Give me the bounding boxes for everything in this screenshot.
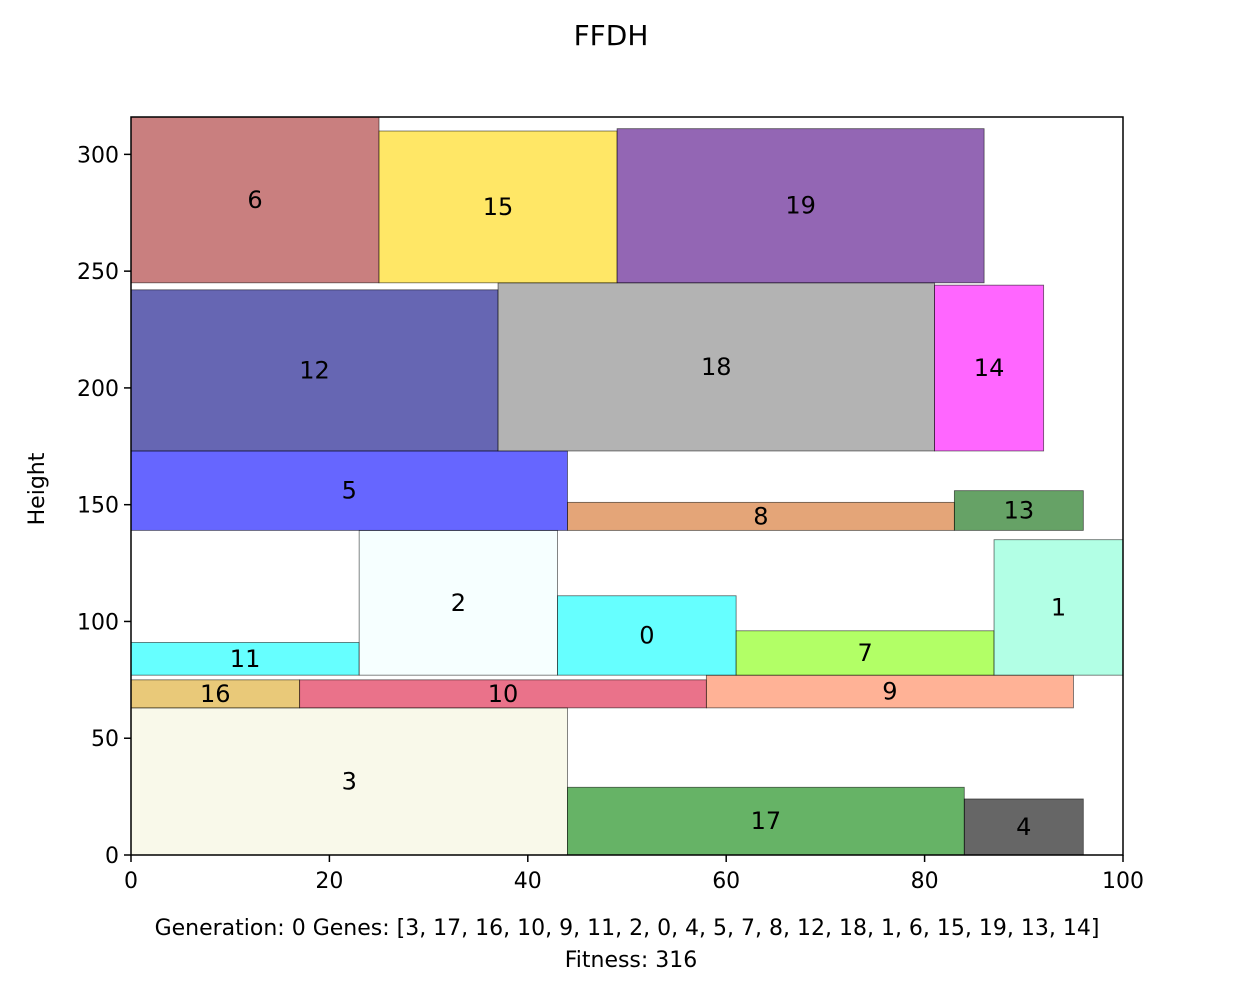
rect-label-0: 0 (639, 621, 654, 649)
caption-fitness: Fitness: 316 (565, 948, 698, 973)
rect-15 (378, 130, 618, 284)
packed-rectangles (130, 116, 1124, 856)
rect-10 (299, 679, 707, 709)
x-tick-label: 80 (911, 869, 939, 894)
rect-8 (567, 501, 955, 531)
rect-5 (130, 450, 568, 531)
rect-label-15: 15 (483, 193, 514, 221)
rect-label-2: 2 (451, 589, 466, 617)
x-tick-label: 60 (712, 869, 740, 894)
rect-6 (130, 116, 380, 284)
rect-17 (567, 786, 965, 856)
caption-genes: Generation: 0 Genes: [3, 17, 16, 10, 9, … (155, 916, 1100, 941)
x-tick-label: 40 (514, 869, 542, 894)
y-tick-label: 150 (77, 494, 119, 519)
rect-13 (953, 490, 1084, 531)
y-tick-label: 50 (91, 727, 119, 752)
y-axis-label: Height (25, 452, 50, 525)
rect-label-6: 6 (247, 186, 262, 214)
rect-7 (735, 630, 995, 676)
rect-label-17: 17 (751, 807, 782, 835)
y-tick-label: 300 (77, 143, 119, 168)
rect-label-13: 13 (1004, 497, 1035, 525)
rect-label-7: 7 (857, 639, 872, 667)
rect-14 (934, 284, 1045, 452)
y-tick-label: 100 (77, 610, 119, 635)
rect-label-3: 3 (342, 767, 357, 795)
rect-11 (130, 642, 360, 676)
x-tick-label: 20 (315, 869, 343, 894)
plot-frame (130, 116, 1124, 856)
rect-label-16: 16 (200, 680, 231, 708)
rect-19 (616, 128, 985, 284)
chart-title: FFDH (574, 19, 649, 52)
rect-9 (705, 674, 1074, 709)
rect-0 (557, 595, 737, 676)
x-axis-ticks: 0 20 40 60 80 100 (124, 855, 1144, 894)
rect-label-19: 19 (785, 192, 816, 220)
rect-18 (497, 282, 935, 452)
rect-label-12: 12 (299, 356, 330, 384)
y-tick-label: 200 (77, 377, 119, 402)
rect-label-5: 5 (342, 477, 357, 505)
y-tick-label: 250 (77, 260, 119, 285)
rect-label-9: 9 (882, 678, 897, 706)
rect-2 (358, 529, 558, 676)
rect-3 (130, 707, 568, 856)
rect-label-4: 4 (1016, 813, 1031, 841)
y-tick-label: 0 (105, 844, 119, 869)
x-tick-label: 100 (1102, 869, 1144, 894)
x-tick-label: 0 (124, 869, 138, 894)
rect-label-10: 10 (488, 680, 519, 708)
rect-label-8: 8 (753, 502, 768, 530)
rect-label-1: 1 (1051, 593, 1066, 621)
rect-label-11: 11 (230, 645, 261, 673)
rect-label-18: 18 (701, 353, 732, 381)
rect-4 (963, 798, 1084, 856)
y-axis-ticks: 0 50 100 150 200 250 300 (77, 143, 131, 869)
rect-label-14: 14 (974, 354, 1005, 382)
rect-12 (130, 289, 499, 452)
